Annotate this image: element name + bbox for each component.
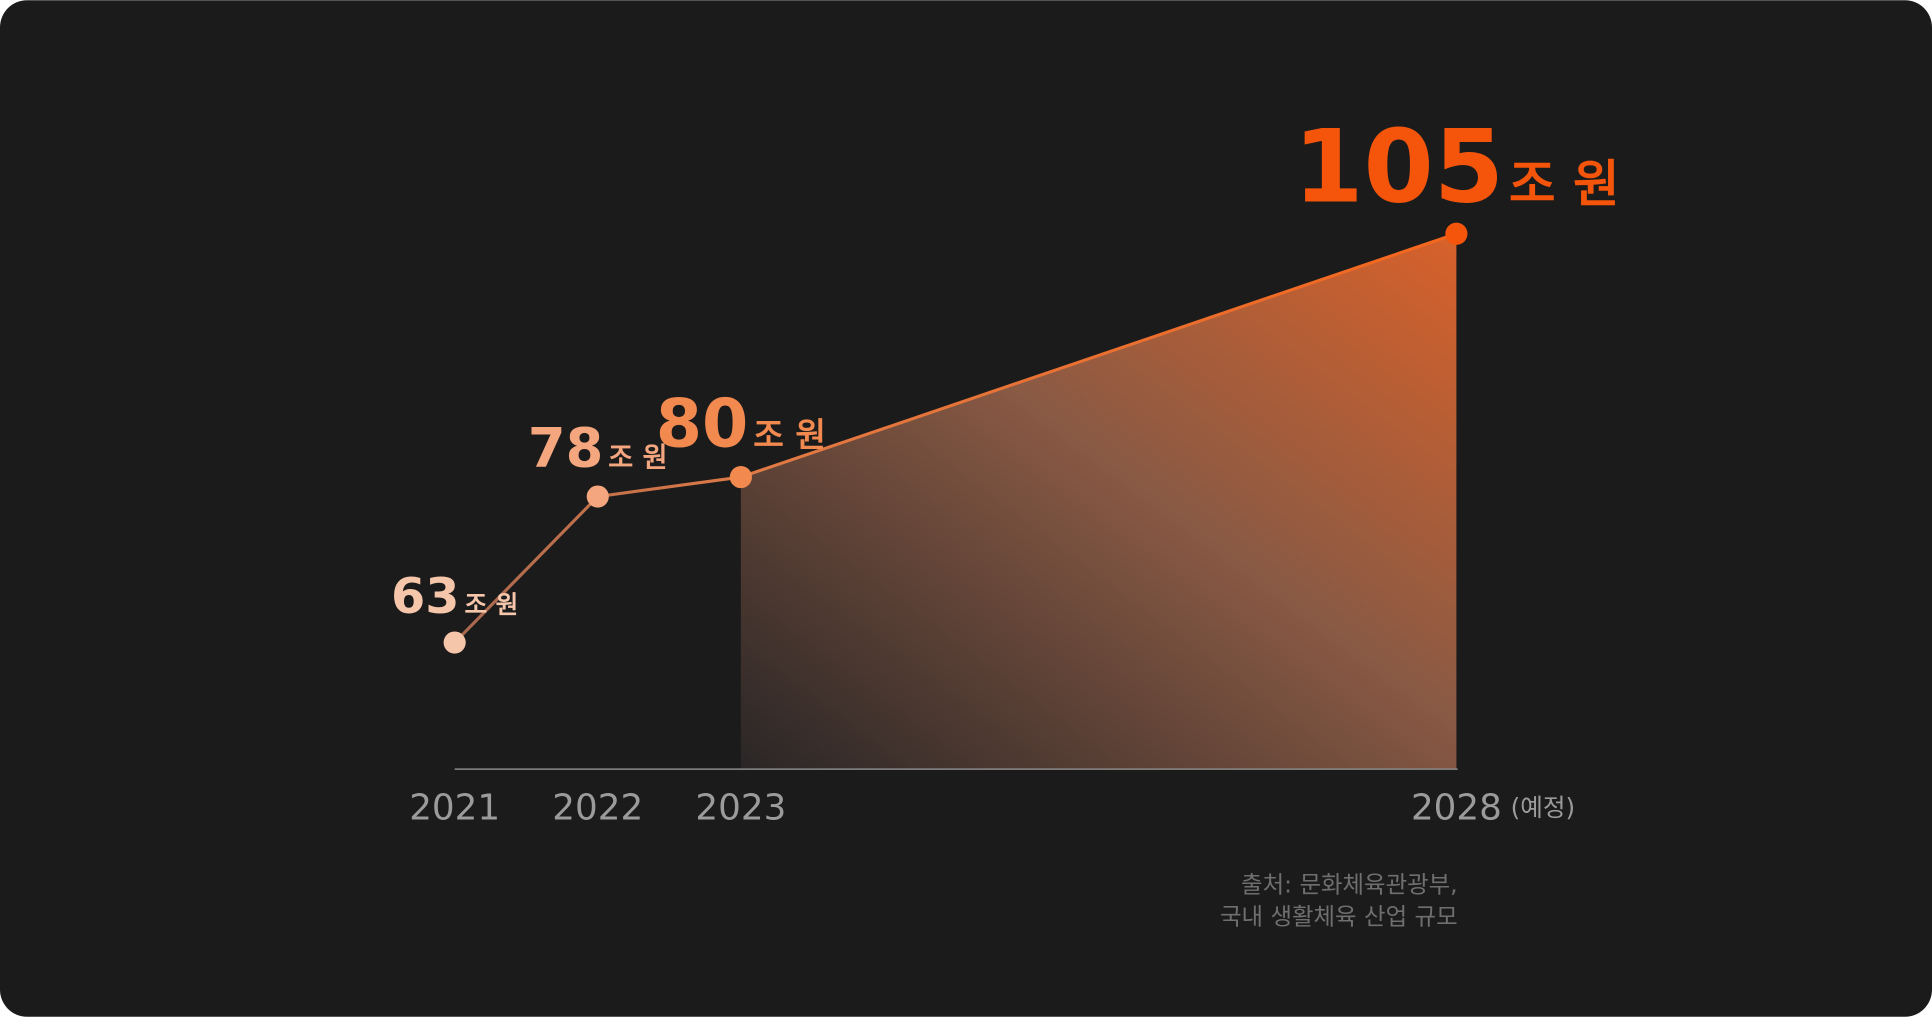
data-label-value: 63 [391,567,460,625]
forecast-area [740,233,1457,770]
x-tick-label: 2028 [1411,788,1502,829]
data-label-unit: 조 원 [753,416,826,455]
x-tick-label: 2022 [552,788,643,829]
data-label-unit: 조 원 [608,443,667,474]
data-label: 63 조 원 [391,567,518,625]
data-label: 80 조 원 [656,385,826,463]
forecast-note: (예정) [1511,793,1576,822]
data-point [729,465,752,489]
data-label: 78 조 원 [528,417,668,480]
data-point [1445,222,1468,245]
source-line: 출처: 문화체육관광부, [1241,870,1458,898]
data-label-value: 78 [528,417,603,480]
data-point [443,631,466,654]
data-label-value: 105 [1293,108,1504,226]
data-line [453,232,1457,644]
x-tick-label: 2021 [409,788,500,829]
data-label-unit: 조 원 [464,590,518,619]
data-point [586,485,609,508]
x-tick-label: 2023 [695,788,786,829]
data-label-value: 80 [656,385,749,463]
data-label-unit: 조 원 [1509,155,1620,214]
source-line: 국내 생활체육 산업 규모 [1220,902,1458,930]
data-label: 105 조 원 [1293,108,1619,226]
